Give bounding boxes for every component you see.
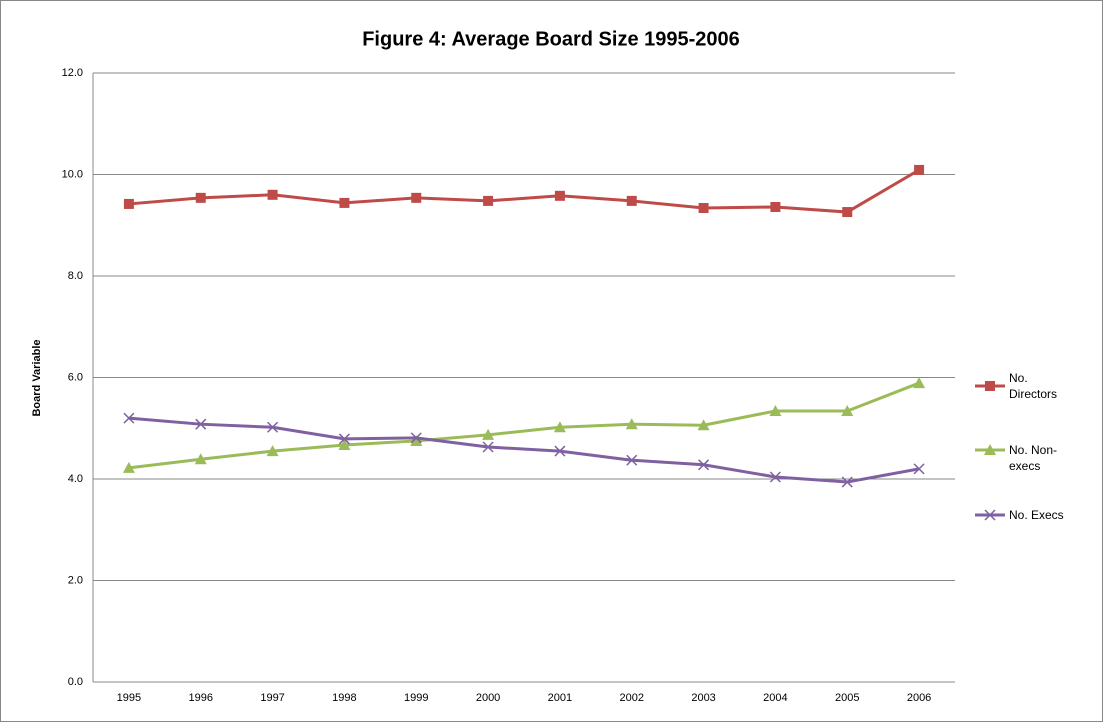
- marker: [123, 412, 135, 424]
- marker: [769, 471, 781, 483]
- marker: [841, 404, 854, 416]
- y-tick-label: 4.0: [68, 473, 83, 485]
- x-tick-label: 1998: [332, 692, 356, 704]
- y-tick-label: 12.0: [62, 67, 83, 79]
- marker: [913, 463, 925, 475]
- marker: [410, 432, 422, 444]
- y-axis-label: Board Variable: [31, 339, 43, 416]
- chart-title: Figure 4: Average Board Size 1995-2006: [362, 28, 740, 50]
- y-tick-label: 8.0: [68, 270, 83, 282]
- x-tick-label: 2006: [907, 692, 931, 704]
- legend-marker: [984, 444, 996, 455]
- x-tick-label: 1999: [404, 692, 428, 704]
- legend-marker: [985, 381, 995, 391]
- x-tick-label: 2005: [835, 692, 859, 704]
- marker: [338, 433, 350, 445]
- marker: [913, 377, 926, 389]
- legend-swatch: [975, 509, 1005, 521]
- marker: [626, 454, 638, 466]
- x-tick-label: 1995: [117, 692, 141, 704]
- series-line: [128, 381, 920, 470]
- x-tick-label: 2003: [691, 692, 715, 704]
- x-tick-label: 2002: [620, 692, 644, 704]
- marker: [842, 207, 853, 218]
- x-tick-label: 2004: [763, 692, 787, 704]
- y-tick-label: 0.0: [68, 676, 83, 688]
- x-tick-label: 2000: [476, 692, 500, 704]
- marker: [122, 461, 135, 473]
- y-tick-label: 2.0: [68, 574, 83, 586]
- marker: [626, 195, 637, 206]
- x-tick-label: 1997: [260, 692, 284, 704]
- x-tick-label: 1996: [189, 692, 213, 704]
- legend-item: No. Execs: [975, 507, 1077, 523]
- marker: [266, 445, 279, 457]
- legend-item: No. Directors: [975, 370, 1077, 402]
- x-tick-label: 2001: [548, 692, 572, 704]
- marker: [554, 445, 566, 457]
- marker: [411, 192, 422, 203]
- legend-label: No. Directors: [1009, 371, 1058, 401]
- marker: [553, 421, 566, 433]
- marker: [195, 418, 207, 430]
- legend-label: No. Non-execs: [1009, 443, 1058, 473]
- marker: [123, 198, 134, 209]
- y-tick-label: 6.0: [68, 371, 83, 383]
- y-tick-label: 10.0: [62, 168, 83, 180]
- marker: [914, 164, 925, 175]
- marker: [770, 201, 781, 212]
- series-line: [128, 168, 920, 214]
- series-line: [128, 416, 920, 484]
- marker: [482, 441, 494, 453]
- legend-swatch: [975, 444, 1005, 455]
- marker: [554, 190, 565, 201]
- marker: [698, 459, 710, 471]
- marker: [483, 195, 494, 206]
- legend-item: No. Non-execs: [975, 442, 1077, 474]
- marker: [769, 404, 782, 416]
- marker: [267, 189, 278, 200]
- marker: [698, 202, 709, 213]
- legend-marker: [984, 509, 996, 521]
- legend-swatch: [975, 381, 1005, 391]
- marker: [482, 428, 495, 440]
- marker: [267, 421, 279, 433]
- legend-label: No. Execs: [1009, 508, 1064, 522]
- marker: [339, 197, 350, 208]
- marker: [697, 419, 710, 431]
- marker: [194, 453, 207, 465]
- marker: [625, 418, 638, 430]
- marker: [338, 438, 351, 450]
- marker: [195, 192, 206, 203]
- marker: [410, 434, 423, 446]
- marker: [841, 476, 853, 488]
